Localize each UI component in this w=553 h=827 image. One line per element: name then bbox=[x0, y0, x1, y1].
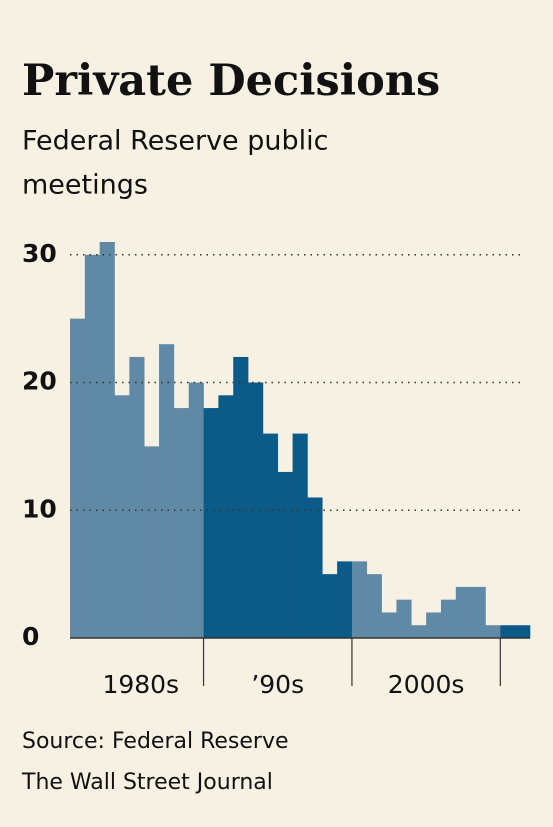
bar bbox=[188, 382, 204, 638]
bar bbox=[233, 356, 249, 638]
bar bbox=[262, 433, 279, 638]
bar bbox=[129, 356, 145, 638]
bar bbox=[351, 561, 368, 638]
bar bbox=[500, 625, 516, 638]
bar bbox=[70, 318, 86, 638]
bar bbox=[470, 586, 486, 638]
bar bbox=[203, 408, 219, 638]
bar bbox=[144, 446, 160, 638]
y-tick-label: 10 bbox=[22, 494, 57, 523]
bar bbox=[277, 471, 293, 638]
bar bbox=[292, 433, 308, 638]
x-group-label: ’90s bbox=[251, 670, 304, 699]
bar bbox=[366, 574, 382, 638]
bar bbox=[307, 497, 323, 638]
x-group-label: 2000s bbox=[388, 670, 465, 699]
subtitle: Federal Reserve public bbox=[22, 126, 329, 157]
bar bbox=[396, 599, 412, 638]
bar bbox=[218, 395, 234, 638]
bar bbox=[84, 254, 100, 638]
bar bbox=[381, 612, 397, 638]
x-group-label: 1980s bbox=[102, 670, 179, 699]
bar bbox=[440, 599, 457, 638]
y-tick-label: 0 bbox=[22, 622, 39, 651]
bar bbox=[114, 395, 130, 638]
bar bbox=[99, 242, 115, 638]
bar bbox=[337, 561, 353, 638]
bar bbox=[515, 625, 531, 638]
chart-title: Private Decisions bbox=[22, 56, 440, 106]
bar bbox=[485, 625, 501, 638]
bar bbox=[159, 344, 175, 638]
source: Source: Federal Reserve bbox=[22, 729, 289, 754]
bar bbox=[322, 574, 338, 638]
credit: The Wall Street Journal bbox=[21, 770, 273, 795]
bar bbox=[426, 612, 442, 638]
y-tick-label: 20 bbox=[22, 367, 57, 396]
y-tick-label: 30 bbox=[22, 239, 57, 268]
bar bbox=[411, 625, 427, 638]
bar bbox=[455, 586, 471, 638]
subtitle: meetings bbox=[22, 170, 148, 201]
bar bbox=[173, 408, 190, 638]
bar bbox=[248, 382, 264, 638]
